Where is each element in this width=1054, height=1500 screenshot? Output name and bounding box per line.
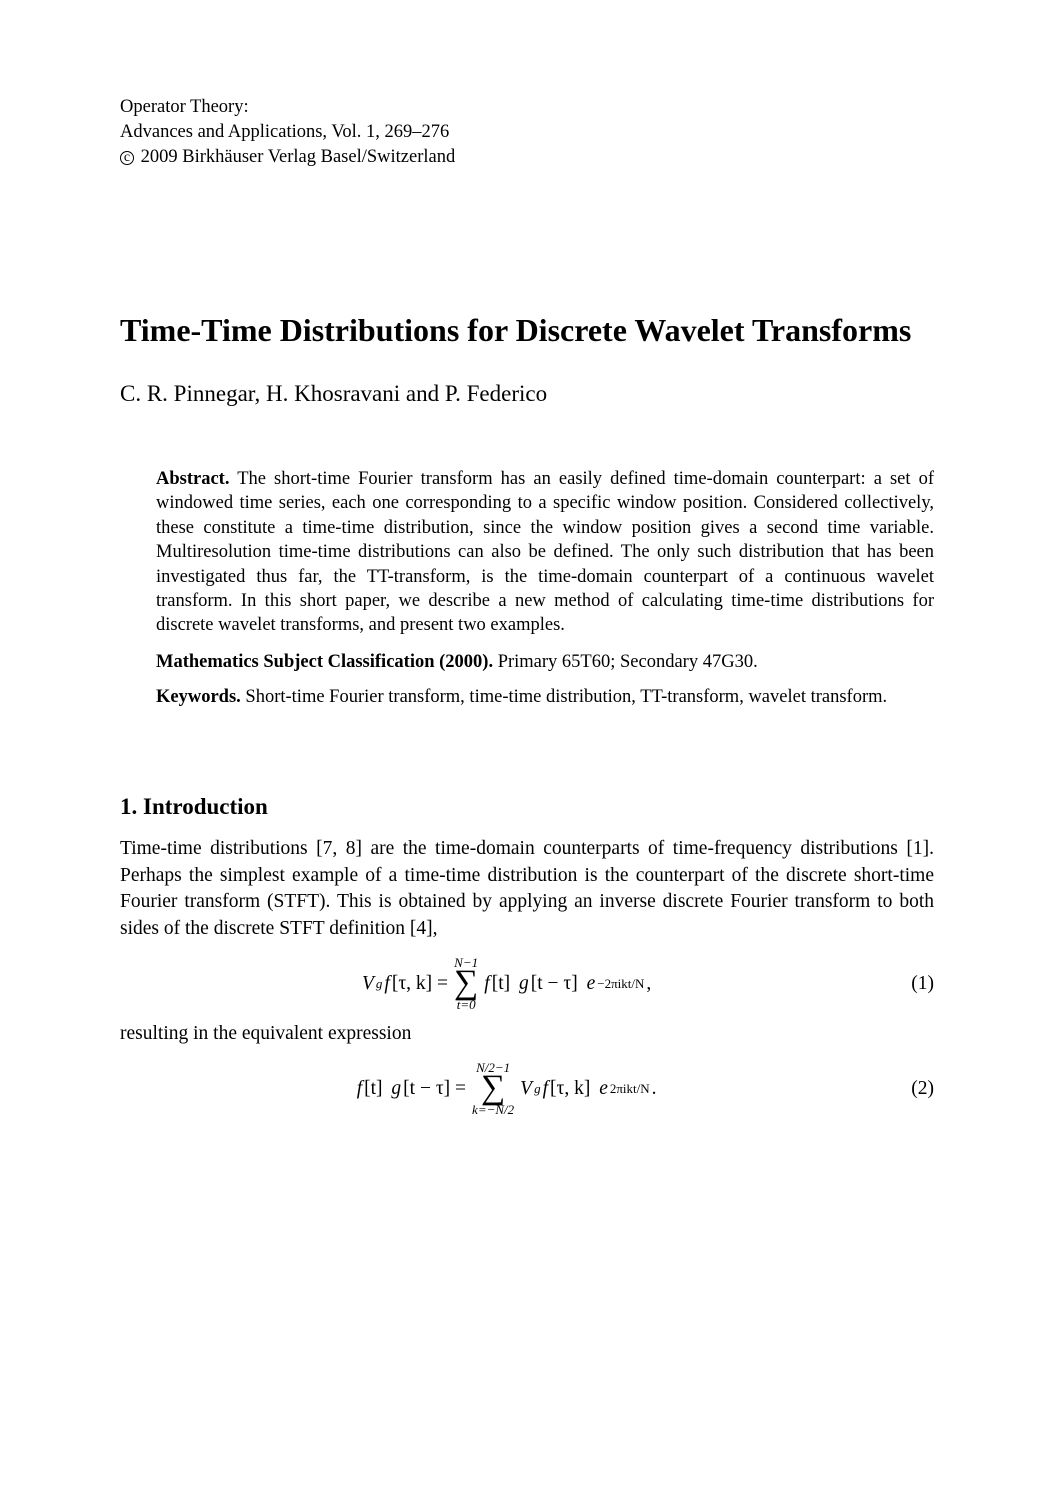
abstract-label: Abstract. — [156, 469, 229, 489]
journal-volume: Advances and Applications, Vol. 1, 269–2… — [120, 120, 934, 145]
msc-block: Mathematics Subject Classification (2000… — [156, 650, 934, 675]
copyright-icon: c — [120, 151, 134, 165]
eq2-sum-bottom: k=−N/2 — [472, 1103, 514, 1116]
msc-label: Mathematics Subject Classification (2000… — [156, 652, 493, 672]
eq1-rhs-exp: −2πikt/N — [597, 975, 644, 993]
eq2-rhs-exp: 2πikt/N — [610, 1080, 650, 1098]
copyright-text: 2009 Birkhäuser Verlag Basel/Switzerland — [141, 147, 456, 167]
eq1-rhs-g: g — [519, 971, 529, 997]
journal-series: Operator Theory: — [120, 95, 934, 120]
equation-1-content: Vgf[τ, k] = N−1 ∑ t=0 f[t] g[t − τ] e−2π… — [120, 956, 893, 1011]
eq2-V: V — [520, 1076, 532, 1102]
eq1-V: V — [362, 971, 374, 997]
eq2-period: . — [652, 1076, 657, 1102]
equation-2-content: f[t] g[t − τ] = N/2−1 ∑ k=−N/2 Vgf[τ, k]… — [120, 1061, 893, 1116]
eq2-rhs-e: e — [599, 1076, 608, 1102]
eq1-sum: N−1 ∑ t=0 — [454, 956, 478, 1011]
paper-title: Time-Time Distributions for Discrete Wav… — [120, 310, 934, 350]
equation-2-number: (2) — [893, 1076, 934, 1102]
equation-1-number: (1) — [893, 971, 934, 997]
eq1-rhs-tminus: [t − τ] — [531, 971, 578, 997]
sigma-icon: ∑ — [481, 1074, 505, 1103]
eq2-t: [t] — [364, 1076, 382, 1102]
sigma-icon: ∑ — [454, 969, 478, 998]
equation-1: Vgf[τ, k] = N−1 ∑ t=0 f[t] g[t − τ] e−2π… — [120, 956, 934, 1011]
journal-header: Operator Theory: Advances and Applicatio… — [120, 95, 934, 170]
equation-2: f[t] g[t − τ] = N/2−1 ∑ k=−N/2 Vgf[τ, k]… — [120, 1061, 934, 1116]
abstract-text: The short-time Fourier transform has an … — [156, 469, 934, 635]
eq1-rhs-f: f — [484, 971, 489, 997]
msc-text: Primary 65T60; Secondary 47G30. — [498, 652, 758, 672]
eq1-bracket: [τ, k] = — [392, 971, 448, 997]
eq2-g: g — [391, 1076, 401, 1102]
eq1-comma: , — [646, 971, 651, 997]
intro-paragraph: Time-time distributions [7, 8] are the t… — [120, 836, 934, 942]
eq2-rhs-f: f — [543, 1076, 548, 1102]
eq1-sum-bottom: t=0 — [457, 998, 476, 1011]
abstract-block: Abstract. The short-time Fourier transfo… — [156, 467, 934, 638]
authors: C. R. Pinnegar, H. Khosravani and P. Fed… — [120, 378, 934, 409]
keywords-text: Short-time Fourier transform, time-time … — [245, 687, 887, 707]
section-heading-introduction: 1. Introduction — [120, 791, 934, 822]
keywords-label: Keywords. — [156, 687, 241, 707]
eq2-tminus: [t − τ] = — [403, 1076, 466, 1102]
copyright-line: c 2009 Birkhäuser Verlag Basel/Switzerla… — [120, 145, 934, 170]
eq2-rhs-bracket: [τ, k] — [550, 1076, 590, 1102]
eq2-gsub: g — [534, 1080, 541, 1098]
eq1-f: f — [384, 971, 389, 997]
eq1-g-sub: g — [376, 975, 383, 993]
keywords-block: Keywords. Short-time Fourier transform, … — [156, 685, 934, 709]
eq1-rhs-t: [t] — [492, 971, 510, 997]
inter-equation-text: resulting in the equivalent expression — [120, 1021, 934, 1047]
eq2-f: f — [357, 1076, 362, 1102]
eq2-sum: N/2−1 ∑ k=−N/2 — [472, 1061, 514, 1116]
eq1-rhs-e: e — [587, 971, 596, 997]
